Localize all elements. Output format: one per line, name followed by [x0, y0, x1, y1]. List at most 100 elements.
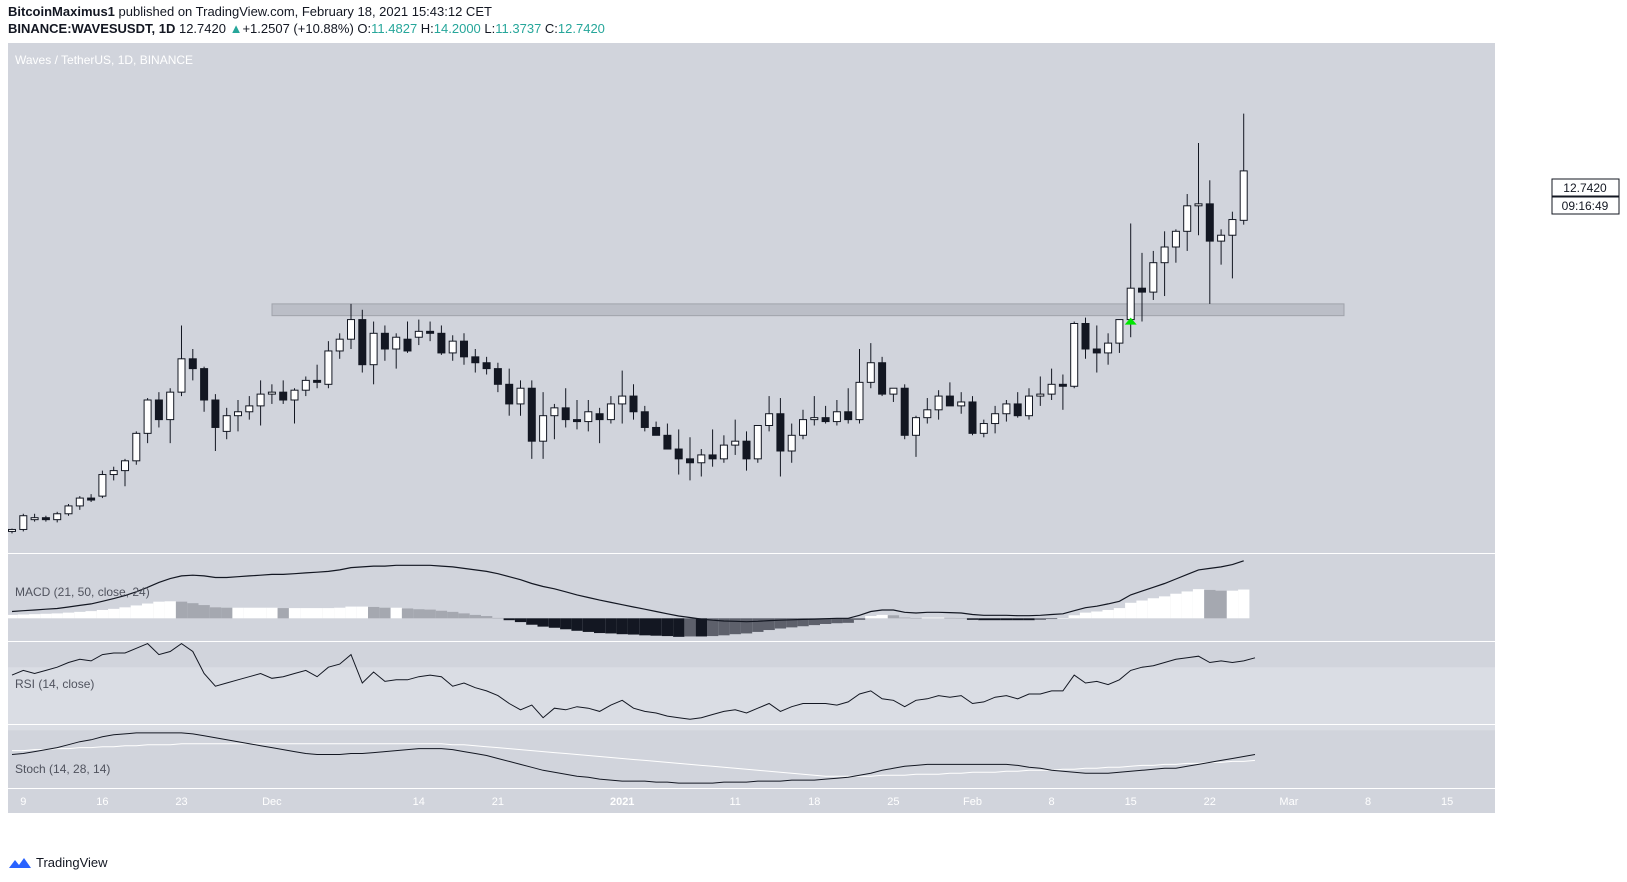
- candle: [1205, 180, 1214, 304]
- rsi-tick-label: 40.00: [1518, 710, 1546, 722]
- macd-histogram-bar: [1226, 590, 1239, 619]
- candle-body: [832, 411, 841, 423]
- candle: [301, 376, 310, 397]
- candle-body: [900, 387, 909, 436]
- candle-body: [731, 440, 740, 446]
- high-label: H:: [420, 21, 434, 36]
- time-tick-label: 25: [887, 796, 899, 808]
- rsi-label: RSI (14, close): [15, 677, 94, 691]
- time-tick-label: Dec: [262, 796, 282, 808]
- candle-body: [109, 470, 118, 476]
- candle: [832, 400, 841, 426]
- candle: [64, 503, 73, 516]
- macd-histogram-bar: [277, 608, 289, 619]
- candle-body: [166, 391, 175, 421]
- candle: [652, 421, 661, 436]
- macd-histogram-bar: [820, 618, 832, 624]
- candle-body: [414, 330, 423, 338]
- candle-body: [934, 395, 943, 411]
- candle-body: [53, 513, 62, 521]
- open-label: O:: [357, 21, 372, 36]
- macd-histogram-bar: [955, 618, 967, 619]
- publish-info: BitcoinMaximus1 published on TradingView…: [8, 4, 492, 20]
- candle-body: [279, 391, 288, 401]
- candle-body: [968, 401, 977, 434]
- candle-body: [8, 528, 16, 532]
- macd-histogram-bar: [413, 609, 425, 619]
- author-name[interactable]: BitcoinMaximus1: [8, 4, 115, 19]
- candle-body: [177, 358, 186, 393]
- candle-body: [1047, 383, 1056, 395]
- macd-histogram-bar: [876, 614, 888, 619]
- time-tick-label: 8: [1365, 796, 1371, 808]
- last-price: 12.7420: [178, 21, 226, 36]
- macd-histogram-bar: [786, 618, 798, 628]
- change-up-icon: ▲: [229, 21, 243, 36]
- candle: [482, 356, 491, 375]
- candle-body: [708, 454, 717, 460]
- candle: [211, 394, 220, 451]
- candle-body: [245, 405, 254, 413]
- candle-body: [1194, 203, 1203, 207]
- macd-histogram-bar: [221, 607, 233, 619]
- signal-up-arrow-icon: [1124, 317, 1137, 325]
- candle: [245, 396, 254, 420]
- candle-body: [335, 338, 344, 352]
- candle: [109, 466, 118, 481]
- candle: [539, 392, 548, 459]
- candle-body: [584, 411, 593, 423]
- candle-body: [1183, 205, 1192, 232]
- candle: [923, 398, 932, 424]
- candle: [991, 405, 1000, 434]
- macd-histogram-bar: [695, 618, 707, 637]
- candle-body: [324, 350, 333, 385]
- candle: [719, 435, 728, 463]
- macd-histogram-bar: [198, 605, 210, 619]
- macd-histogram-bar: [853, 618, 866, 620]
- macd-histogram-bar: [379, 607, 391, 619]
- candle: [166, 388, 175, 444]
- rsi-tick-label: 60.00: [1518, 678, 1546, 690]
- macd-histogram-bar: [865, 616, 877, 619]
- candle: [889, 387, 898, 402]
- time-tick-label: 22: [1204, 796, 1216, 808]
- candle: [629, 384, 638, 420]
- macd-histogram-bar: [40, 613, 52, 619]
- high-value: 14.2000: [433, 21, 481, 36]
- candle-body: [765, 413, 774, 427]
- candle: [1104, 333, 1113, 365]
- candle-body: [1205, 203, 1214, 242]
- candle: [1013, 392, 1022, 418]
- macd-histogram-bar: [368, 606, 380, 619]
- candle-body: [573, 419, 581, 423]
- candle-body: [493, 368, 502, 385]
- candle-body: [776, 413, 785, 452]
- candle-body: [889, 387, 898, 395]
- candle-body: [527, 387, 536, 442]
- candle: [618, 370, 627, 424]
- candle: [821, 405, 830, 424]
- candle: [1194, 143, 1203, 236]
- currency-label: USDT: [1571, 53, 1601, 65]
- resistance-zone: [271, 303, 1345, 317]
- macd-histogram-bar: [1192, 589, 1205, 619]
- tradingview-footer[interactable]: TradingView: [8, 855, 108, 870]
- time-tick-label: 9: [20, 796, 26, 808]
- ohlc-legend: BINANCE:WAVESUSDT, 1D 12.7420 ▲+1.2507 (…: [8, 21, 605, 37]
- macd-histogram-bar: [1215, 590, 1227, 619]
- candle-body: [1025, 395, 1033, 417]
- candle-body: [810, 417, 819, 421]
- macd-histogram-bar: [232, 607, 244, 619]
- candle-body: [1058, 383, 1067, 387]
- macd-histogram-bar: [729, 618, 741, 635]
- candle-body: [1036, 393, 1045, 397]
- candle: [154, 392, 163, 428]
- price-tick-label: 15.0000: [1506, 77, 1546, 89]
- candle-body: [629, 395, 638, 413]
- low-label: L:: [484, 21, 496, 36]
- macd-histogram-bar: [96, 609, 109, 619]
- macd-histogram-bar: [582, 618, 594, 632]
- candle-body: [132, 432, 141, 462]
- candle: [414, 319, 423, 346]
